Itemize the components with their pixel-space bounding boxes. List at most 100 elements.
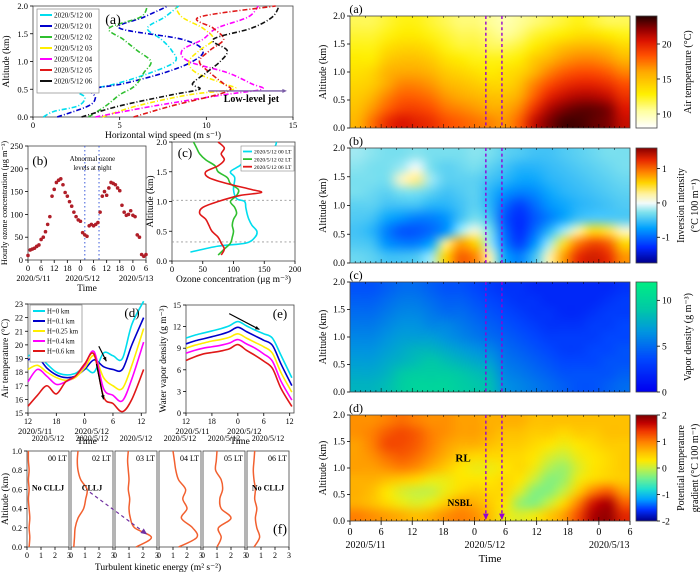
ozone-point (96, 220, 100, 225)
x-tick-label: 0 (113, 551, 117, 560)
legend-label: H=0.4 km (47, 339, 75, 346)
y-tick-label: 17 (15, 382, 23, 391)
series-H=0.25 km (27, 328, 145, 391)
y-tick-label: 1.0 (333, 333, 345, 343)
cb-tick-label: 0 (662, 388, 667, 398)
x-tick-label: 18 (438, 527, 448, 538)
cllj-annotation: No CLLJ (252, 483, 284, 492)
colorbar-air-temperature (636, 16, 657, 128)
cb-label: Inversion intensity (676, 168, 687, 243)
series-H=0.25 km (185, 333, 293, 393)
legend-label: 2020/5/12 06 LT (254, 165, 292, 171)
legend-label: 2020/5/12 04 (54, 56, 93, 64)
x-tick-label: 100 (227, 264, 240, 274)
x-tick-label: 0 (348, 527, 353, 538)
x-tick-label: 6 (628, 527, 633, 538)
x-tick-label: 0 (25, 551, 29, 560)
x-tick-label: 2 (53, 551, 57, 560)
y-tick-label: 1.0 (333, 68, 345, 78)
ozone-point (85, 234, 89, 239)
panel-letter: (f) (273, 523, 287, 538)
x-tick-label: 12 (24, 417, 32, 426)
date-label: 2020/5/11 (175, 426, 209, 436)
x-tick-label: 15 (289, 120, 298, 130)
ozone-point (98, 210, 102, 214)
x-tick-label: 1 (215, 551, 219, 560)
y-tick-label: 2.0 (17, 1, 28, 11)
y-tick-label: 12 (173, 323, 181, 332)
x-axis-label: Turbulent kinetic energy (m² s⁻²) (95, 562, 221, 573)
panel-letter: (a) (349, 2, 362, 16)
cb-tick-label: -2 (662, 517, 670, 527)
y-tick-label: 1.0 (12, 447, 22, 456)
trend-arrow (95, 363, 105, 400)
legend-label: H=0 km (47, 309, 70, 316)
trend-arrow (228, 313, 260, 331)
cb-label: (°C 100 m⁻¹) (690, 179, 700, 232)
cb-tick-label: 10 (662, 110, 672, 120)
x-tick-label: 2 (141, 551, 145, 560)
y-axis-label: Water vapor density (g m⁻³) (158, 305, 169, 412)
y-tick-label: 0.0 (17, 112, 28, 122)
plot-frame (27, 145, 147, 261)
legend-box (29, 304, 83, 363)
x-axis-label: Ozone concentration (μg m⁻³) (176, 274, 291, 285)
y-tick-label: 20 (15, 341, 23, 350)
date-label: 2020/5/11 (18, 426, 52, 436)
arrow-head (282, 88, 287, 93)
heatmap-vapor-density (350, 282, 630, 392)
y-axis-label: Altitude (km) (145, 176, 156, 228)
tke-profile-06 LT (252, 450, 261, 548)
ozone-point (52, 187, 57, 192)
y-axis-label: Altitude (km) (0, 473, 11, 525)
x-tick-label: 6 (111, 417, 115, 426)
cb-tick-label: 2 (662, 411, 667, 421)
ozone-point (72, 210, 76, 214)
y-tick-label: 15 (173, 301, 181, 310)
panel-letter: (d) (349, 401, 363, 415)
date-label: 2020/5/12 (65, 273, 99, 283)
x-tick-label: 0 (69, 551, 73, 560)
x-tick-label: 3 (111, 551, 115, 560)
x-tick-label: 18 (63, 263, 72, 273)
ozone-point (137, 235, 142, 239)
x-tick-label: 50 (199, 264, 208, 274)
x-tick-label: 18 (563, 527, 573, 538)
ozone-point (63, 190, 67, 195)
y-tick-label: 0 (177, 409, 181, 418)
x-axis-label: Time (230, 437, 250, 447)
plot-frame (158, 450, 202, 548)
legend-label: 2020/5/12 00 (54, 12, 93, 20)
ozone-point (122, 210, 126, 214)
ozone-point (126, 212, 131, 217)
x-tick-label: 0 (26, 263, 30, 273)
panel-letter: (c) (349, 268, 362, 282)
y-tick-label: 250 (10, 141, 23, 151)
x-tick-label: 12 (286, 417, 294, 426)
y-tick-label: 16 (15, 395, 23, 404)
date-label: 2020/5/12 (74, 426, 108, 436)
heatmap-inversion-intensity (350, 148, 630, 263)
tke-time-label: 02 LT (92, 454, 111, 463)
x-tick-label: 6 (262, 417, 266, 426)
x-axis-label: Horizontal wind speed (m s⁻¹) (105, 130, 221, 141)
x-tick-label: 12 (407, 527, 417, 538)
panel-letter: (b) (32, 153, 47, 168)
ozone-point (41, 235, 46, 239)
series-2020/5/12 03 (102, 5, 237, 118)
y-tick-label: 150 (10, 187, 23, 197)
x-tick-label: 18 (116, 263, 125, 273)
x-tick-label: 1 (171, 551, 175, 560)
x-tick-label: 0 (131, 263, 135, 273)
cllj-dashed-arrow (89, 491, 148, 536)
plot-frame (185, 304, 295, 414)
y-tick-label: 1.5 (333, 438, 345, 448)
legend-label: 2020/5/12 02 LT (254, 157, 292, 163)
y-tick-label: 0.8 (12, 466, 22, 475)
cllj-annotation: No CLLJ (32, 483, 64, 492)
series-2020/5/12 01 (56, 5, 204, 118)
x-tick-label: 0 (596, 527, 601, 538)
panel-wind-profiles: 0 5 10 15 0.0 0.5 1.0 1.5 2.0 Horizontal wind spe… (1, 1, 298, 141)
legend-label: 2020/5/12 06 (54, 78, 93, 86)
cb-tick-label: 20 (662, 40, 672, 50)
